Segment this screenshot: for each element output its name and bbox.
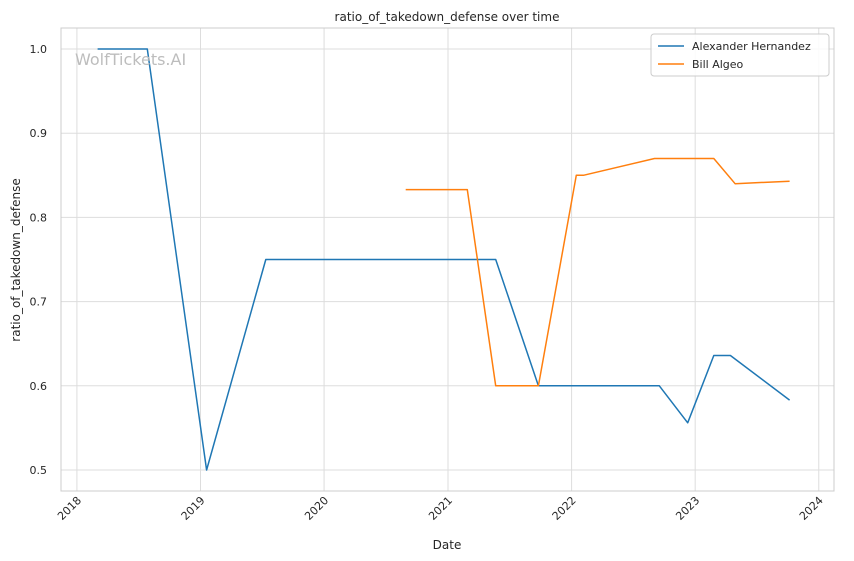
legend-label-bill-algeo: Bill Algeo bbox=[692, 58, 744, 71]
y-tick-label: 0.7 bbox=[30, 296, 48, 309]
y-tick-label: 1.0 bbox=[30, 43, 48, 56]
legend: Alexander Hernandez Bill Algeo bbox=[650, 33, 830, 77]
x-tick-label: 2021 bbox=[426, 494, 455, 523]
chart-title: ratio_of_takedown_defense over time bbox=[335, 10, 560, 24]
series-layer bbox=[97, 48, 791, 471]
x-tick-label: 2020 bbox=[302, 494, 331, 523]
y-tick-label: 0.9 bbox=[30, 127, 48, 140]
legend-label-alexander-hernandez: Alexander Hernandez bbox=[692, 40, 811, 53]
y-tick-label: 0.5 bbox=[30, 464, 48, 477]
series-line-alexander-hernandez bbox=[97, 48, 791, 471]
watermark: WolfTickets.AI bbox=[75, 50, 186, 69]
x-tick-label: 2019 bbox=[179, 494, 208, 523]
x-tick-label: 2024 bbox=[797, 494, 826, 523]
x-tick-label: 2022 bbox=[550, 494, 579, 523]
series-line-bill-algeo bbox=[405, 157, 790, 387]
legend-box bbox=[650, 33, 830, 77]
x-axis-ticks: 2018 2019 2020 2021 2022 2023 2024 bbox=[55, 494, 826, 523]
y-tick-label: 0.8 bbox=[30, 211, 48, 224]
plot-area bbox=[60, 27, 835, 492]
grid bbox=[61, 28, 834, 491]
x-tick-label: 2023 bbox=[673, 494, 702, 523]
y-axis-title: ratio_of_takedown_defense bbox=[9, 178, 23, 341]
y-tick-label: 0.6 bbox=[30, 380, 48, 393]
x-axis-title: Date bbox=[433, 538, 462, 552]
x-tick-label: 2018 bbox=[55, 494, 84, 523]
y-axis-ticks: 0.5 0.6 0.7 0.8 0.9 1.0 bbox=[30, 43, 48, 477]
